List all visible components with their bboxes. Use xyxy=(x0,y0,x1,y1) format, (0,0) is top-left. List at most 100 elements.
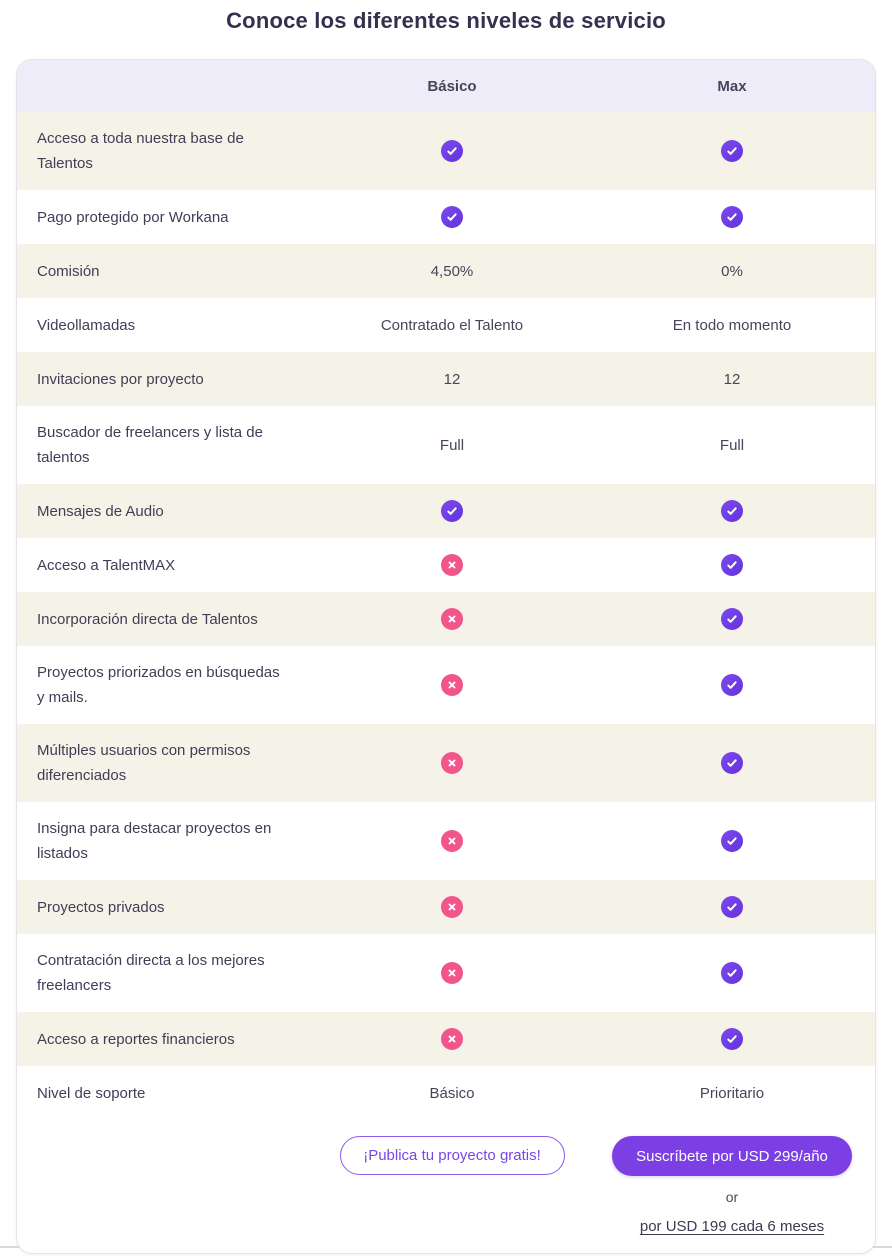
basico-value xyxy=(317,896,587,918)
cross-icon xyxy=(441,554,463,576)
table-row: Mensajes de Audio xyxy=(17,484,875,538)
table-row: Videollamadas Contratado el Talento En t… xyxy=(17,298,875,352)
semiannual-price-link[interactable]: por USD 199 cada 6 meses xyxy=(639,1218,825,1235)
basico-value: Básico xyxy=(429,1084,475,1102)
feature-label: Proyectos privados xyxy=(37,898,165,916)
cross-icon xyxy=(441,752,463,774)
table-row: Insigna para destacar proyectos en lista… xyxy=(17,802,875,880)
footer-spacer xyxy=(17,1136,317,1164)
feature-label: Pago protegido por Workana xyxy=(37,208,229,226)
check-icon xyxy=(721,140,743,162)
table-row: Acceso a reportes financieros xyxy=(17,1012,875,1066)
basico-value xyxy=(317,752,587,774)
basico-value: 4,50% xyxy=(430,262,474,280)
feature-label: Acceso a reportes financieros xyxy=(37,1030,235,1048)
table-row: Contratación directa a los mejores freel… xyxy=(17,934,875,1012)
basico-value: Full xyxy=(439,436,465,454)
column-header-max: Max xyxy=(717,77,747,95)
table-row: Proyectos privados xyxy=(17,880,875,934)
publish-project-button[interactable]: ¡Publica tu proyecto gratis! xyxy=(339,1136,565,1175)
feature-label: Mensajes de Audio xyxy=(37,502,164,520)
cross-icon xyxy=(441,608,463,630)
max-value xyxy=(587,752,875,774)
max-value: 0% xyxy=(721,262,743,280)
basico-value xyxy=(317,1028,587,1050)
basico-value: 12 xyxy=(443,370,461,388)
table-row: Incorporación directa de Talentos xyxy=(17,592,875,646)
table-row: Múltiples usuarios con permisos diferenc… xyxy=(17,724,875,802)
basico-value xyxy=(317,500,587,522)
check-icon xyxy=(721,206,743,228)
max-value xyxy=(587,608,875,630)
max-value xyxy=(587,830,875,852)
check-icon xyxy=(441,206,463,228)
table-row: Pago protegido por Workana xyxy=(17,190,875,244)
max-value: Prioritario xyxy=(699,1084,765,1102)
check-icon xyxy=(721,896,743,918)
check-icon xyxy=(721,500,743,522)
table-row: Proyectos priorizados en búsquedas y mai… xyxy=(17,646,875,724)
table-footer-row: ¡Publica tu proyecto gratis! Suscríbete … xyxy=(17,1120,875,1253)
cross-icon xyxy=(441,962,463,984)
max-value: 12 xyxy=(723,370,741,388)
feature-label: Comisión xyxy=(37,262,100,280)
basico-value xyxy=(317,206,587,228)
table-row: Acceso a toda nuestra base de Talentos xyxy=(17,112,875,190)
feature-label: Proyectos priorizados en búsquedas y mai… xyxy=(37,664,280,706)
feature-label: Múltiples usuarios con permisos diferenc… xyxy=(37,742,251,784)
max-value xyxy=(587,962,875,984)
table-row: Acceso a TalentMAX xyxy=(17,538,875,592)
pricing-comparison-table: Básico Max Acceso a toda nuestra base de… xyxy=(16,59,876,1254)
max-value xyxy=(587,554,875,576)
check-icon xyxy=(721,752,743,774)
header-spacer xyxy=(17,72,317,100)
basico-value xyxy=(317,674,587,696)
check-icon xyxy=(721,554,743,576)
table-body: Acceso a toda nuestra base de Talentos P… xyxy=(17,112,875,1120)
table-row: Nivel de soporte Básico Prioritario xyxy=(17,1066,875,1120)
feature-label: Nivel de soporte xyxy=(37,1084,146,1102)
table-header-row: Básico Max xyxy=(17,60,875,112)
feature-label: Invitaciones por proyecto xyxy=(37,370,204,388)
feature-label: Insigna para destacar proyectos en lista… xyxy=(37,820,272,862)
check-icon xyxy=(721,1028,743,1050)
max-value xyxy=(587,140,875,162)
cross-icon xyxy=(441,674,463,696)
check-icon xyxy=(721,830,743,852)
cross-icon xyxy=(441,830,463,852)
table-row: Comisión 4,50% 0% xyxy=(17,244,875,298)
basico-value: Contratado el Talento xyxy=(380,316,524,334)
check-icon xyxy=(721,674,743,696)
feature-label: Acceso a toda nuestra base de Talentos xyxy=(37,130,244,172)
table-row: Buscador de freelancers y lista de talen… xyxy=(17,406,875,484)
max-value xyxy=(587,674,875,696)
feature-label: Buscador de freelancers y lista de talen… xyxy=(37,424,263,466)
basico-value xyxy=(317,830,587,852)
check-icon xyxy=(721,962,743,984)
basico-value xyxy=(317,554,587,576)
check-icon xyxy=(441,140,463,162)
column-header-basico: Básico xyxy=(427,77,477,95)
max-value xyxy=(587,206,875,228)
max-value xyxy=(587,1028,875,1050)
check-icon xyxy=(441,500,463,522)
cross-icon xyxy=(441,896,463,918)
max-value: En todo momento xyxy=(672,316,792,334)
basico-value xyxy=(317,962,587,984)
page-title: Conoce los diferentes niveles de servici… xyxy=(226,8,666,33)
feature-label: Videollamadas xyxy=(37,316,136,334)
basico-value xyxy=(317,140,587,162)
max-value xyxy=(587,896,875,918)
feature-label: Incorporación directa de Talentos xyxy=(37,610,258,628)
feature-label: Acceso a TalentMAX xyxy=(37,556,176,574)
basico-value xyxy=(317,608,587,630)
check-icon xyxy=(721,608,743,630)
feature-label: Contratación directa a los mejores freel… xyxy=(37,952,265,994)
or-label: or xyxy=(725,1189,739,1205)
subscribe-button[interactable]: Suscríbete por USD 299/año xyxy=(612,1136,852,1176)
max-value xyxy=(587,500,875,522)
cross-icon xyxy=(441,1028,463,1050)
max-value: Full xyxy=(719,436,745,454)
table-row: Invitaciones por proyecto 12 12 xyxy=(17,352,875,406)
